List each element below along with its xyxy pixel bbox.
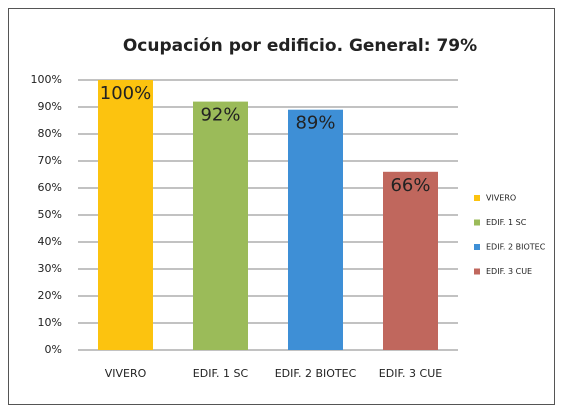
x-tick-label-box: VIVERO (104, 367, 147, 380)
bar (383, 171, 438, 350)
x-tick-label: EDIF. 1 SC (192, 367, 249, 380)
y-tick-label: 40% (38, 235, 62, 248)
y-tick-label: 0% (45, 343, 62, 356)
y-tick-label: 60% (38, 181, 62, 194)
bar (98, 80, 153, 350)
y-tick-label: 70% (38, 154, 62, 167)
x-tick-label-box: EDIF. 2 BIOTEC (274, 367, 357, 380)
y-tick-label: 90% (38, 100, 62, 113)
legend-label: EDIF. 2 BIOTEC (486, 243, 546, 252)
legend-swatch (474, 268, 480, 275)
data-label: 89% (295, 113, 335, 134)
legend-swatch (474, 195, 480, 201)
legend-label: VIVERO (486, 194, 516, 203)
x-tick-label: EDIF. 2 BIOTEC (274, 367, 357, 380)
data-label: 66% (390, 175, 430, 196)
legend-swatch (474, 219, 480, 226)
bar (288, 109, 343, 350)
y-tick-label: 10% (38, 316, 62, 329)
x-tick-label-box: EDIF. 1 SC (192, 367, 249, 380)
x-tick-label-box: EDIF. 3 CUE (378, 367, 443, 380)
y-tick-label: 100% (31, 73, 62, 86)
y-tick-label: 80% (38, 127, 62, 140)
data-label: 92% (200, 105, 240, 126)
x-tick-label: EDIF. 3 CUE (378, 367, 443, 380)
chart-title: Ocupación por edificio. General: 79% (123, 36, 477, 56)
legend-swatch (474, 244, 480, 250)
legend-label: EDIF. 3 CUE (486, 267, 532, 276)
chart-border (8, 8, 555, 405)
y-tick-label: 50% (38, 208, 62, 221)
x-tick-label: VIVERO (104, 367, 147, 380)
legend-label: EDIF. 1 SC (486, 218, 527, 227)
y-tick-label: 30% (38, 262, 62, 275)
bar (193, 101, 248, 350)
data-label: 100% (100, 83, 151, 104)
y-tick-label: 20% (38, 289, 62, 302)
